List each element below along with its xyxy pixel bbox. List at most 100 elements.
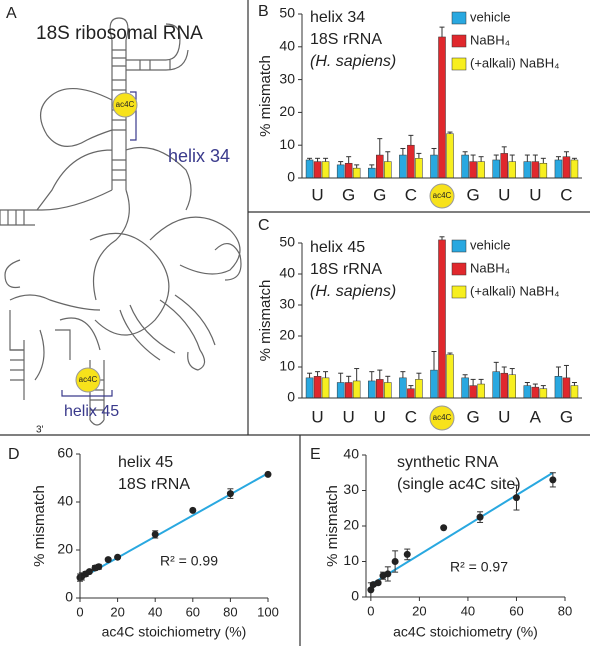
x-tick-label: 0 <box>367 603 374 618</box>
y-tick-label: 0 <box>351 588 359 604</box>
y-tick-label: 0 <box>65 589 73 605</box>
x-tick-label: G <box>373 185 386 204</box>
ac4c-site <box>75 367 101 393</box>
y-axis-title: % mismatch <box>324 485 341 567</box>
bar <box>539 162 548 179</box>
bar <box>321 377 330 399</box>
x-tick-label: 60 <box>509 603 523 618</box>
bar <box>554 159 563 179</box>
bar <box>368 380 376 399</box>
bar <box>321 161 330 179</box>
y-tick-label: 30 <box>343 481 359 497</box>
x-tick-label: 0 <box>76 604 83 619</box>
bar <box>446 133 454 179</box>
rrna-diagram: A 18S ribosomal RNA ac4C helix 34 ac4C h… <box>0 5 242 436</box>
bar <box>368 167 376 179</box>
site-label: ac4C <box>79 375 98 384</box>
x-axis-title: ac4C stoichiometry (%) <box>393 624 538 640</box>
x-tick-label: U <box>498 407 510 426</box>
x-tick-label: C <box>405 185 417 204</box>
bar <box>438 239 446 399</box>
y-tick-label: 20 <box>343 517 359 533</box>
bar <box>492 159 500 179</box>
bar <box>446 354 454 399</box>
point <box>403 550 411 558</box>
bar <box>305 377 314 399</box>
y-axis-title: % mismatch <box>31 485 48 567</box>
y-tick-label: 20 <box>279 103 295 119</box>
bar <box>376 154 384 179</box>
category-badge <box>429 183 455 209</box>
y-tick-label: 20 <box>57 541 73 557</box>
point <box>512 494 520 502</box>
site-label: ac4C <box>116 100 135 109</box>
point <box>549 476 557 484</box>
y-tick-label: 10 <box>279 358 295 374</box>
bar <box>352 380 361 399</box>
point <box>384 570 392 578</box>
x-tick-label: 80 <box>223 604 237 619</box>
bar <box>305 159 314 179</box>
point <box>151 530 159 538</box>
bar <box>508 374 516 399</box>
legend-swatch <box>451 239 467 253</box>
legend-label: NaBH₄ <box>470 260 510 275</box>
legend-label: (+alkali) NaBH₄ <box>470 283 559 298</box>
point <box>391 558 399 565</box>
y-tick-label: 20 <box>279 327 295 343</box>
x-tick-label: A <box>530 407 542 426</box>
legend-swatch <box>451 34 467 48</box>
bar <box>336 164 345 179</box>
bar <box>415 379 423 399</box>
legend-label: (+alkali) NaBH₄ <box>470 55 559 70</box>
bar <box>461 377 469 399</box>
x-tick-label: 80 <box>558 603 572 618</box>
x-tick-label: U <box>343 407 355 426</box>
legend-swatch <box>451 57 467 71</box>
bar <box>384 161 392 179</box>
x-tick-label: C <box>405 407 417 426</box>
x-tick-label: U <box>311 185 323 204</box>
y-tick-label: 40 <box>57 493 73 509</box>
y-axis-title: % mismatch <box>257 55 274 137</box>
legend-label: vehicle <box>470 237 510 252</box>
base-pairs <box>0 49 171 411</box>
bar <box>477 161 485 179</box>
chart-title: (single ac4C site) <box>397 476 521 493</box>
point <box>226 490 234 498</box>
x-tick-label: U <box>529 185 541 204</box>
strand-end: 3' <box>36 425 44 436</box>
y-axis-title: % mismatch <box>257 280 274 362</box>
x-tick-label: U <box>374 407 386 426</box>
panel-label: A <box>6 5 17 22</box>
x-tick-label: G <box>342 185 355 204</box>
helix-label: helix 45 <box>64 403 119 420</box>
panel-label: B <box>258 3 269 20</box>
x-tick-label: G <box>466 185 479 204</box>
annotation: R² = 0.97 <box>450 559 508 575</box>
x-tick-label: 20 <box>412 603 426 618</box>
x-axis-title: ac4C stoichiometry (%) <box>102 624 247 640</box>
bar <box>376 379 384 399</box>
x-tick-label: U <box>498 185 510 204</box>
bar <box>531 161 540 179</box>
y-tick-label: 0 <box>287 389 295 405</box>
y-tick-label: 40 <box>279 265 295 281</box>
x-tick-label: G <box>560 407 573 426</box>
chart-title: 18S rRNA <box>310 31 382 48</box>
chart-title: (H. sapiens) <box>310 53 396 70</box>
bar <box>399 154 407 179</box>
legend-label: vehicle <box>470 9 510 24</box>
point <box>476 513 484 521</box>
bar <box>554 376 563 399</box>
fit-line <box>79 472 269 580</box>
bar <box>523 161 532 179</box>
category-badge <box>429 405 455 431</box>
y-tick-label: 60 <box>57 445 73 461</box>
bar <box>562 377 571 399</box>
bar <box>336 382 345 399</box>
y-tick-label: 40 <box>279 38 295 54</box>
